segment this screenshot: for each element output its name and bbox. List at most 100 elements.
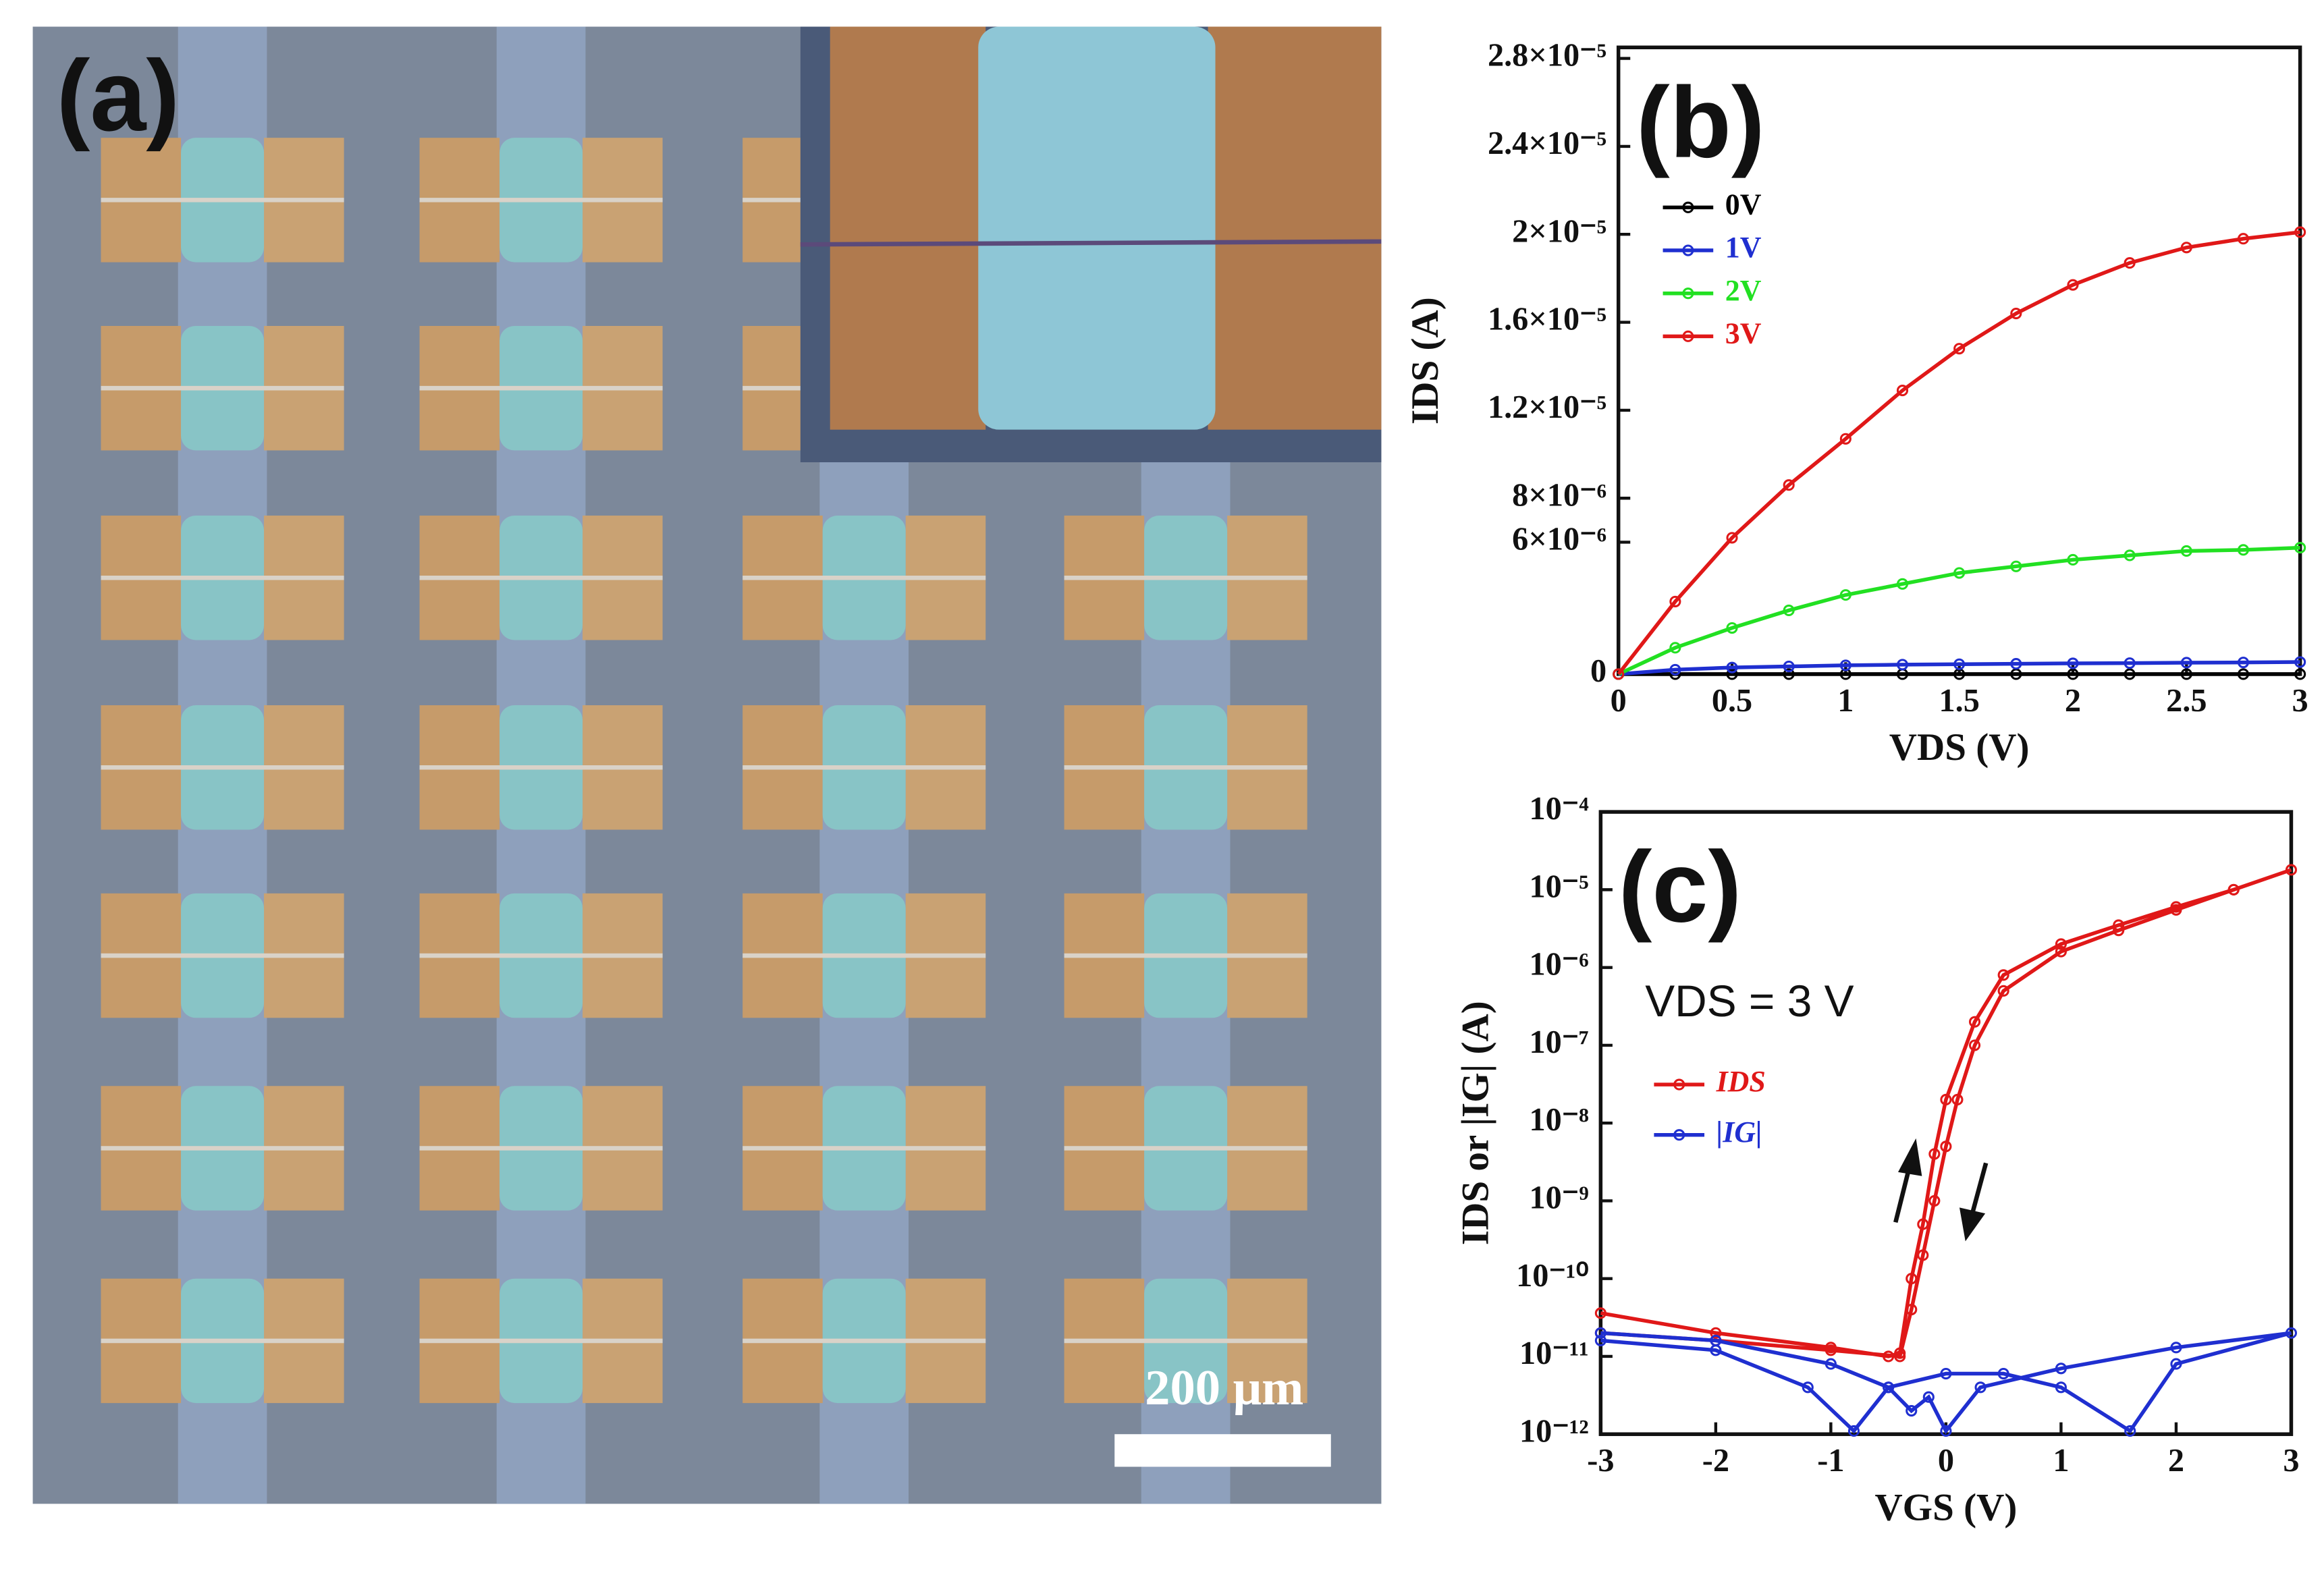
- data-point: [1953, 658, 1966, 670]
- data-point: [2237, 668, 2250, 680]
- data-point: [2010, 560, 2022, 572]
- y-tick-label: 0: [1590, 653, 1606, 689]
- data-point: [1594, 1334, 1606, 1346]
- data-point: [1802, 1381, 1814, 1394]
- y-tick-label: 6×10⁻⁶: [1512, 522, 1606, 557]
- data-point: [1968, 1016, 1981, 1028]
- inset-line: [800, 239, 1382, 247]
- data-point: [2010, 658, 2022, 670]
- data-point: [2055, 1362, 2067, 1375]
- x-tick-label: 0: [1938, 1443, 1954, 1479]
- data-point: [2285, 864, 2298, 876]
- y-tick-label: 8×10⁻⁶: [1512, 477, 1606, 513]
- data-point: [1726, 661, 1738, 673]
- arrow-head: [1897, 1138, 1922, 1176]
- data-point: [1669, 663, 1681, 676]
- scale-bar-label: 200 μm: [1145, 1360, 1303, 1416]
- data-point: [1997, 969, 2009, 981]
- data-point: [1906, 1404, 1918, 1417]
- y-tick-label: 1.2×10⁻⁵: [1488, 389, 1606, 425]
- data-point: [1726, 622, 1738, 634]
- data-point: [1940, 1140, 1952, 1153]
- legend-marker: [1682, 330, 1694, 342]
- data-point: [2113, 919, 2125, 931]
- data-point: [2113, 925, 2125, 937]
- data-point: [2124, 549, 2136, 561]
- data-point: [2124, 668, 2136, 680]
- x-tick-label: -3: [1587, 1443, 1614, 1479]
- data-point: [1783, 604, 1795, 617]
- data-point: [1710, 1327, 1722, 1339]
- legend-label: 3V: [1725, 317, 1762, 350]
- inset-pad: [830, 26, 986, 430]
- y-tick-label: 2×10⁻⁵: [1512, 213, 1606, 249]
- y-axis-label: IDS or |IG| (A): [1454, 1001, 1496, 1245]
- legend-marker: [1682, 201, 1694, 213]
- data-point: [2170, 1342, 2182, 1354]
- data-point: [1894, 1350, 1906, 1362]
- x-tick-label: 0.5: [1712, 683, 1752, 719]
- data-point: [2170, 904, 2182, 916]
- arrow-down: [1969, 1162, 1989, 1219]
- data-point: [1968, 1039, 1981, 1051]
- series-line: [1617, 230, 2300, 676]
- series-line: [1617, 545, 2300, 676]
- data-point: [1783, 668, 1795, 680]
- legend-label: 2V: [1725, 275, 1762, 307]
- data-point: [1594, 1307, 1606, 1319]
- data-point: [2067, 553, 2079, 566]
- data-point: [2294, 542, 2306, 554]
- x-tick-label: 2.5: [2166, 683, 2207, 719]
- data-point: [2180, 545, 2192, 557]
- data-point: [1953, 567, 1966, 579]
- data-point: [1710, 1344, 1722, 1356]
- data-point: [1940, 1093, 1952, 1106]
- data-point: [2180, 242, 2192, 254]
- legend-marker: [1682, 287, 1694, 300]
- y-tick-label: 10⁻¹⁰: [1516, 1258, 1589, 1294]
- panel-label: (a): [57, 39, 180, 152]
- legend-label: 0V: [1725, 188, 1762, 221]
- data-point: [1917, 1218, 1929, 1230]
- y-tick-label: 2.4×10⁻⁵: [1488, 126, 1606, 161]
- arrow-head: [1959, 1207, 1986, 1242]
- data-point: [2237, 233, 2250, 245]
- series-line: [1600, 1331, 2292, 1435]
- data-point: [1839, 659, 1852, 671]
- x-tick-label: 1.5: [1939, 683, 1979, 719]
- data-point: [1825, 1358, 1837, 1370]
- data-point: [1928, 1148, 1941, 1160]
- data-point: [1997, 985, 2009, 997]
- y-tick-label: 10⁻⁸: [1530, 1102, 1589, 1138]
- y-tick-label: 10⁻⁴: [1530, 791, 1590, 827]
- data-point: [1883, 1381, 1895, 1394]
- legend-label: |IG|: [1717, 1116, 1762, 1149]
- data-point: [2237, 544, 2250, 556]
- sweep-arrows: [1893, 1138, 1989, 1242]
- data-point: [2124, 657, 2136, 669]
- data-point: [2010, 307, 2022, 320]
- data-point: [1928, 1194, 1941, 1207]
- data-point: [2124, 257, 2136, 269]
- legend-marker: [1682, 244, 1694, 256]
- legend-marker: [1673, 1078, 1685, 1091]
- data-point: [1726, 532, 1738, 544]
- data-point: [1906, 1273, 1918, 1285]
- inset-channel: [978, 26, 1216, 430]
- data-point: [2294, 656, 2306, 668]
- scale-bar: [1114, 1434, 1331, 1467]
- data-point: [2055, 1381, 2067, 1394]
- data-point: [1896, 659, 1909, 671]
- y-tick-label: 10⁻¹²: [1519, 1413, 1589, 1449]
- data-point: [1839, 589, 1852, 601]
- data-point: [2180, 657, 2192, 669]
- data-point: [2294, 668, 2306, 680]
- data-point: [2227, 883, 2240, 896]
- y-axis-label: IDS (A): [1404, 297, 1447, 424]
- annotation: VDS = 3 V: [1645, 976, 1854, 1026]
- data-point: [1974, 1381, 1987, 1394]
- x-tick-label: 3: [2283, 1443, 2299, 1479]
- data-point: [2285, 1327, 2298, 1339]
- y-tick-label: 10⁻⁵: [1530, 869, 1589, 904]
